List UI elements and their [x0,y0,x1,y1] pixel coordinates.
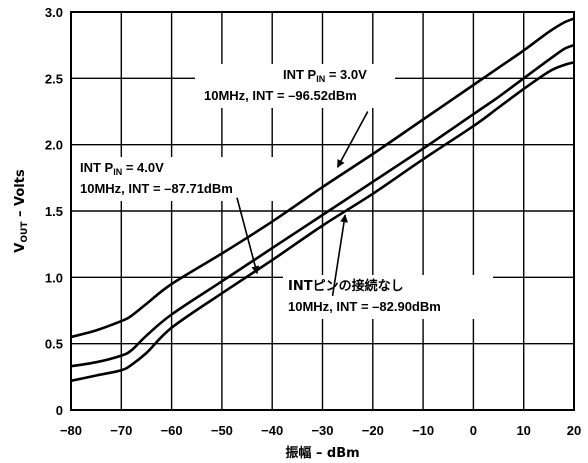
series-line [70,43,575,368]
y-axis-label: VOUT – Volts [13,169,30,253]
y-tick-label: 2.5 [45,71,63,86]
series-line [70,17,575,339]
annotation-text: INT PIN = 4.0V [80,160,164,177]
y-tick-label: 1.5 [45,204,63,219]
annotation-background [283,275,493,319]
x-tick-label: −50 [211,423,233,438]
y-axis-label-sub: OUT [20,221,30,243]
series-lines [70,17,575,383]
annotation-text: 10MHz, INT = –87.71dBm [80,181,233,196]
y-tick-label: 0.5 [45,337,63,352]
y-tick-label: 2.0 [45,138,63,153]
x-tick-label: −20 [362,423,384,438]
annotation-arrow [336,111,369,168]
x-tick-label: −60 [161,423,183,438]
annotation-text: INTピンの接続なし [288,278,404,294]
annotations: INT PIN = 3.0V 10MHz, INT = –96.52dBm INT … [76,64,493,319]
annotation-text: 10MHz, INT = –96.52dBm [204,88,357,103]
x-tick-label: 20 [567,423,581,438]
x-tick-label: −70 [110,423,132,438]
y-tick-label: 0 [56,403,63,418]
y-axis-label-main: V [13,243,28,253]
annotation-background [76,157,274,201]
x-tick-label: −10 [412,423,434,438]
plot-frame [70,11,575,411]
y-tick-label: 3.0 [45,5,63,20]
annotation-background [195,64,395,108]
x-tick-label: −40 [261,423,283,438]
x-tick-label: −30 [311,423,333,438]
annotation-text: INT PIN = 3.0V [283,67,367,84]
annotation-arrow [331,214,348,297]
series-line [70,61,575,383]
y-axis-label-rest: – Volts [13,169,28,222]
x-tick-label: 10 [516,423,530,438]
x-tick-labels: −80 −70 −60 −50 −40 −30 −20 −10 0 10 20 [60,423,581,438]
x-tick-label: −80 [60,423,82,438]
x-axis-label: 振幅 – dBm [285,445,359,461]
y-tick-label: 1.0 [45,270,63,285]
y-tick-labels: 0 0.5 1.0 1.5 2.0 2.5 3.0 [45,5,63,418]
annotation-arrow [236,197,260,275]
x-tick-label: 0 [470,423,477,438]
annotation-text: 10MHz, INT = –82.90dBm [288,299,441,314]
